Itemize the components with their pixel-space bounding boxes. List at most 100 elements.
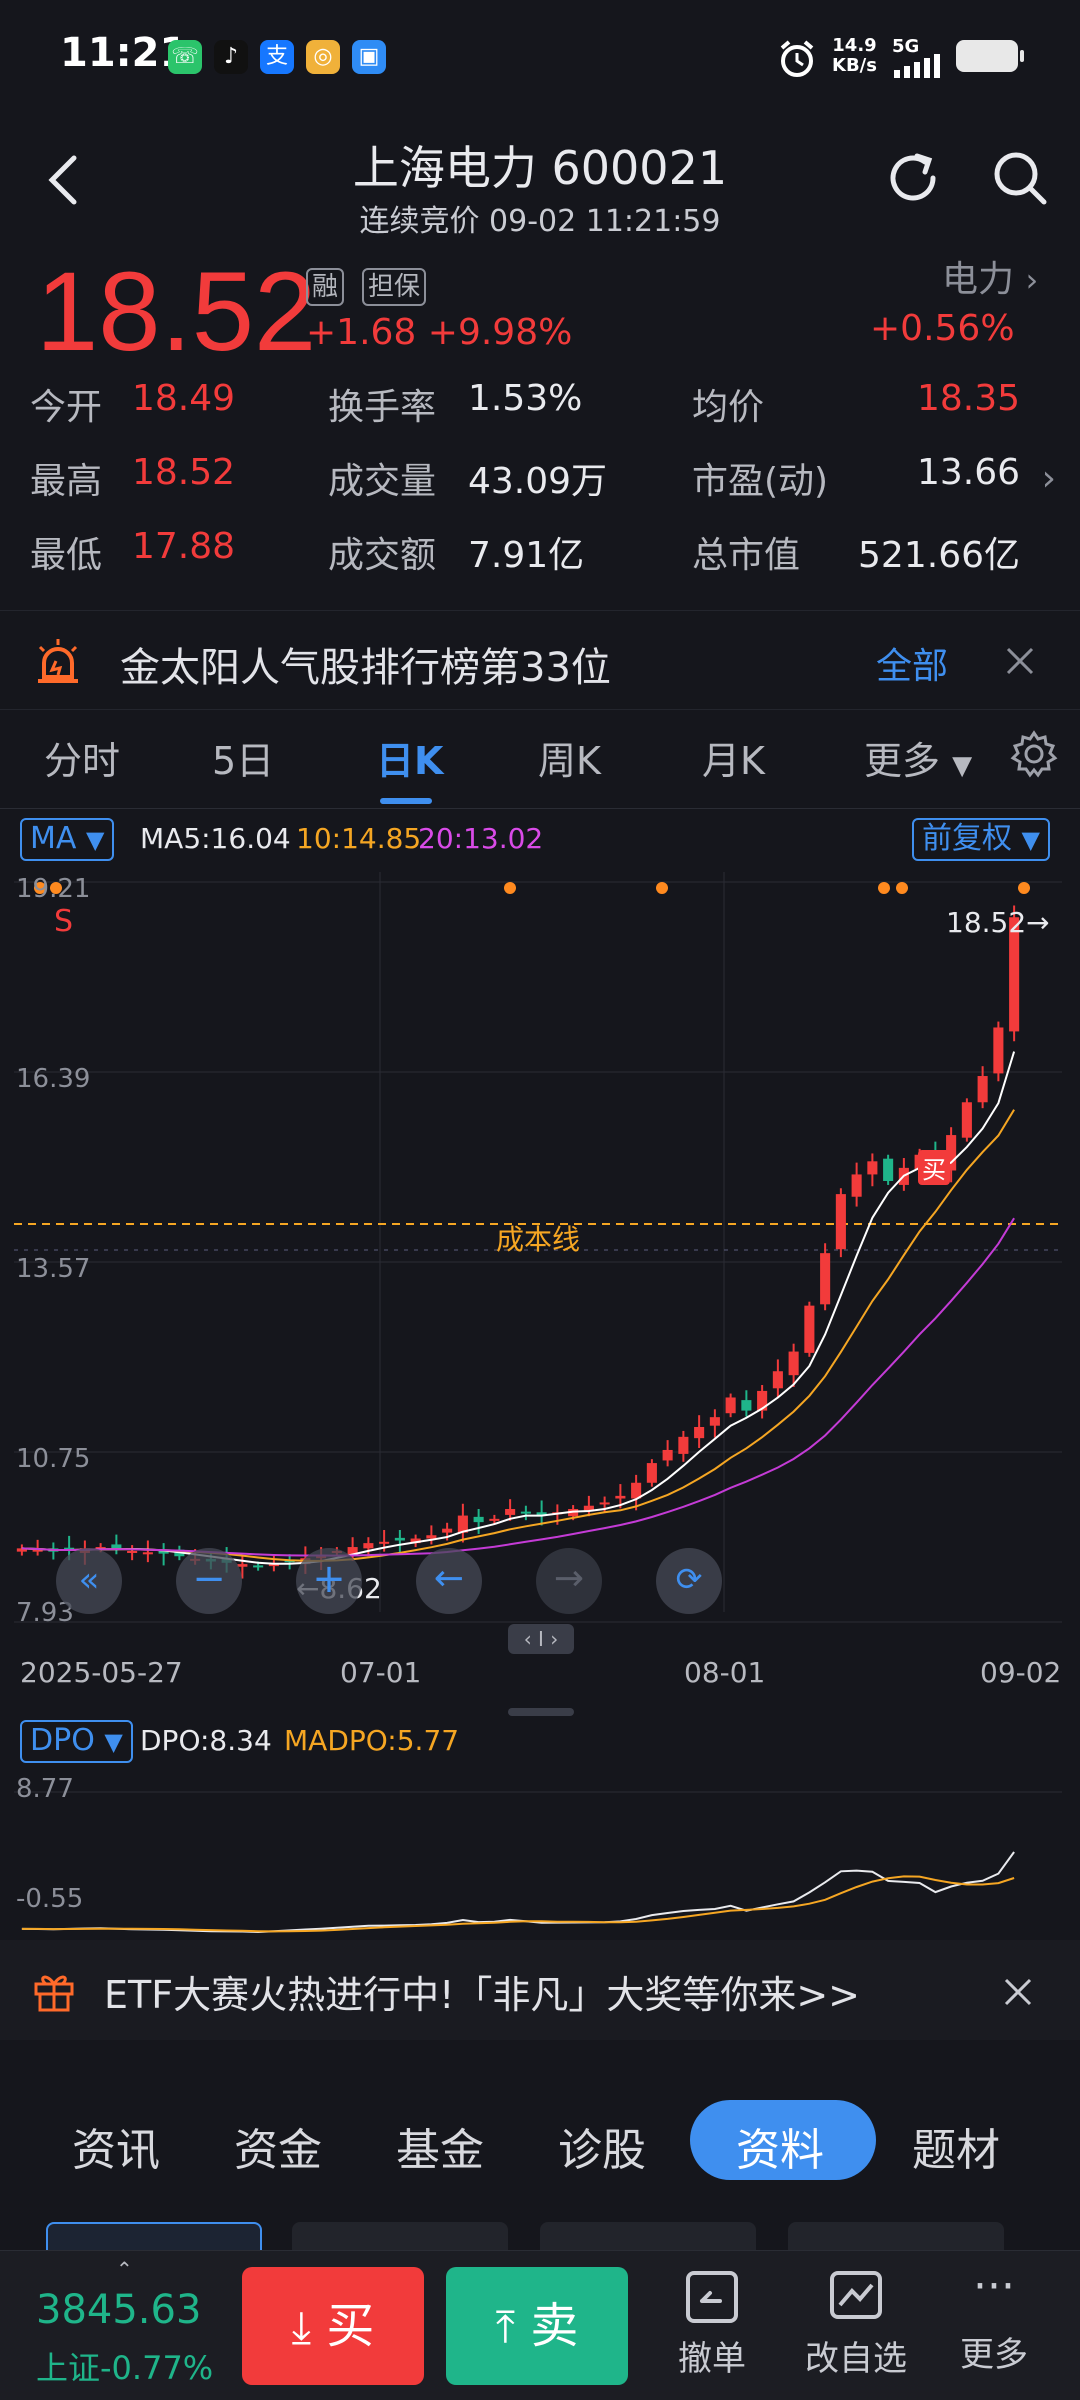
candle-body <box>95 1547 106 1550</box>
battery-icon <box>956 40 1024 72</box>
zoom-out-button[interactable]: − <box>176 1548 242 1614</box>
dpo-selector[interactable]: DPO ▼ <box>20 1720 133 1763</box>
tab-intraday[interactable]: 分时 <box>44 739 121 783</box>
rotate-screen-button[interactable]: ⟳ <box>656 1548 722 1614</box>
candle-body <box>32 1549 43 1552</box>
candle-body <box>709 1417 720 1426</box>
ma-selector[interactable]: MA ▼ <box>20 818 115 861</box>
event-dot <box>34 882 46 894</box>
candle-body <box>363 1543 374 1549</box>
adjust-label: 前复权 <box>922 821 1012 856</box>
buy-button[interactable]: ⤓ 买 <box>242 2267 424 2385</box>
low-label: 最低 <box>30 535 103 576</box>
current-price: 18.52 <box>36 249 317 374</box>
divider <box>0 808 1080 809</box>
active-tab-indicator <box>380 798 432 804</box>
candle-body <box>631 1482 642 1499</box>
volume-label: 成交量 <box>328 461 437 502</box>
phone-app-icon: ☏ <box>168 40 202 74</box>
chat-app-icon: ▣ <box>352 40 386 74</box>
index-widget[interactable]: ⌃ 3845.63 上证-0.77% <box>0 2251 236 2400</box>
buy-arrow-icon: ⤓ <box>291 2302 312 2353</box>
move-left-button[interactable]: ← <box>416 1548 482 1614</box>
x-tick-label: 07-01 <box>340 1656 422 1689</box>
coin-app-icon: ◎ <box>306 40 340 74</box>
more-label: 更多 <box>960 2335 1028 2375</box>
candle-body <box>804 1305 815 1353</box>
tab-5day[interactable]: 5日 <box>212 739 275 783</box>
sell-button[interactable]: ⤒ 卖 <box>446 2267 628 2385</box>
kline-chart-area[interactable]: MA ▼ MA5:16.04 10:14.85 20:13.02 前复权 ▼ 1… <box>0 808 1080 1938</box>
chevron-right-icon[interactable]: › <box>1041 458 1056 499</box>
madpo-line <box>21 1875 1015 1933</box>
tab-topics[interactable]: 题材 <box>912 2125 1000 2176</box>
price-change-value: +1.68 <box>306 312 417 353</box>
panel-resize-handle[interactable] <box>508 1708 574 1716</box>
candle-body <box>615 1495 626 1499</box>
high-value: 18.52 <box>132 452 236 493</box>
tab-news[interactable]: 资讯 <box>72 2125 160 2176</box>
notice-bar[interactable]: 金太阳人气股排行榜第33位 全部 <box>0 610 1080 710</box>
close-icon[interactable] <box>1004 645 1036 677</box>
tab-funds-flow[interactable]: 资金 <box>234 2125 322 2176</box>
candle-body <box>946 1135 957 1171</box>
candle-body <box>253 1565 264 1568</box>
close-icon[interactable] <box>1002 1976 1034 2008</box>
double-chevron-left-icon: « <box>78 1560 100 1600</box>
sell-marker: S <box>54 904 74 939</box>
move-right-button[interactable]: → <box>536 1548 602 1614</box>
tiktok-icon: ♪ <box>214 40 248 74</box>
tab-monthly-k[interactable]: 月K <box>702 739 765 783</box>
alipay-icon: 支 <box>260 40 294 74</box>
candle-body <box>851 1174 862 1197</box>
ma20-line <box>21 1217 1015 1557</box>
candle-body <box>678 1436 689 1454</box>
edit-watchlist-button[interactable]: 改自选 <box>796 2267 916 2397</box>
info-tabs: 资讯 资金 基金 诊股 资料 题材 <box>0 2060 1080 2190</box>
search-button[interactable] <box>990 148 1050 208</box>
ma-selector-label: MA <box>30 821 77 856</box>
open-label: 今开 <box>30 387 103 428</box>
tab-diagnosis[interactable]: 诊股 <box>558 2125 646 2176</box>
cancel-order-button[interactable]: 撤单 <box>662 2267 762 2397</box>
turnover-value: 1.53% <box>468 378 583 419</box>
kline-svg[interactable] <box>0 872 1080 1938</box>
status-time: 11:21 <box>60 30 188 76</box>
candle-body <box>820 1253 831 1305</box>
adjust-selector[interactable]: 前复权 ▼ <box>912 818 1051 861</box>
candle-body <box>158 1550 169 1554</box>
tab-weekly-k[interactable]: 周K <box>538 739 601 783</box>
industry-link[interactable]: 电力 › <box>942 250 1038 302</box>
candle-body <box>599 1502 610 1505</box>
candle-body <box>757 1390 768 1411</box>
candle-body <box>505 1509 516 1515</box>
etf-banner[interactable]: ETF大赛火热进行中!「非凡」大奖等你来>> <box>0 1940 1080 2040</box>
tab-fund[interactable]: 基金 <box>396 2125 484 2176</box>
refresh-button[interactable] <box>885 148 945 208</box>
candle-body <box>583 1505 594 1511</box>
tab-daily-k[interactable]: 日K <box>376 739 444 783</box>
rotate-icon: ⟳ <box>675 1560 703 1598</box>
dpo-y-tick: 8.77 <box>16 1774 74 1804</box>
pe-value: 13.66 <box>916 452 1020 493</box>
back-button[interactable] <box>40 150 90 210</box>
open-value: 18.49 <box>132 378 236 419</box>
amount-value: 7.91亿 <box>468 535 585 576</box>
gear-icon[interactable] <box>1010 730 1058 778</box>
arrow-right-icon: → <box>553 1558 585 1599</box>
watchlist-icon <box>830 2271 882 2319</box>
tab-more[interactable]: 更多 ▼ <box>864 730 972 785</box>
candle-body <box>788 1351 799 1376</box>
zoom-in-button[interactable]: + <box>296 1548 362 1614</box>
price-change: +1.68 +9.98% <box>306 312 572 353</box>
tab-more-label: 更多 <box>864 739 941 783</box>
scroll-handle[interactable]: ‹ I › <box>508 1624 574 1654</box>
tab-profile[interactable]: 资料 <box>736 2125 824 2176</box>
net-type: 5G <box>892 36 920 57</box>
notice-all-link[interactable]: 全部 <box>876 646 949 687</box>
candle-body <box>993 1027 1004 1074</box>
high-label: 最高 <box>30 461 103 502</box>
y-tick-label: 13.57 <box>16 1254 91 1284</box>
fast-back-button[interactable]: « <box>56 1548 122 1614</box>
more-button[interactable]: ··· 更多 <box>944 2265 1044 2397</box>
